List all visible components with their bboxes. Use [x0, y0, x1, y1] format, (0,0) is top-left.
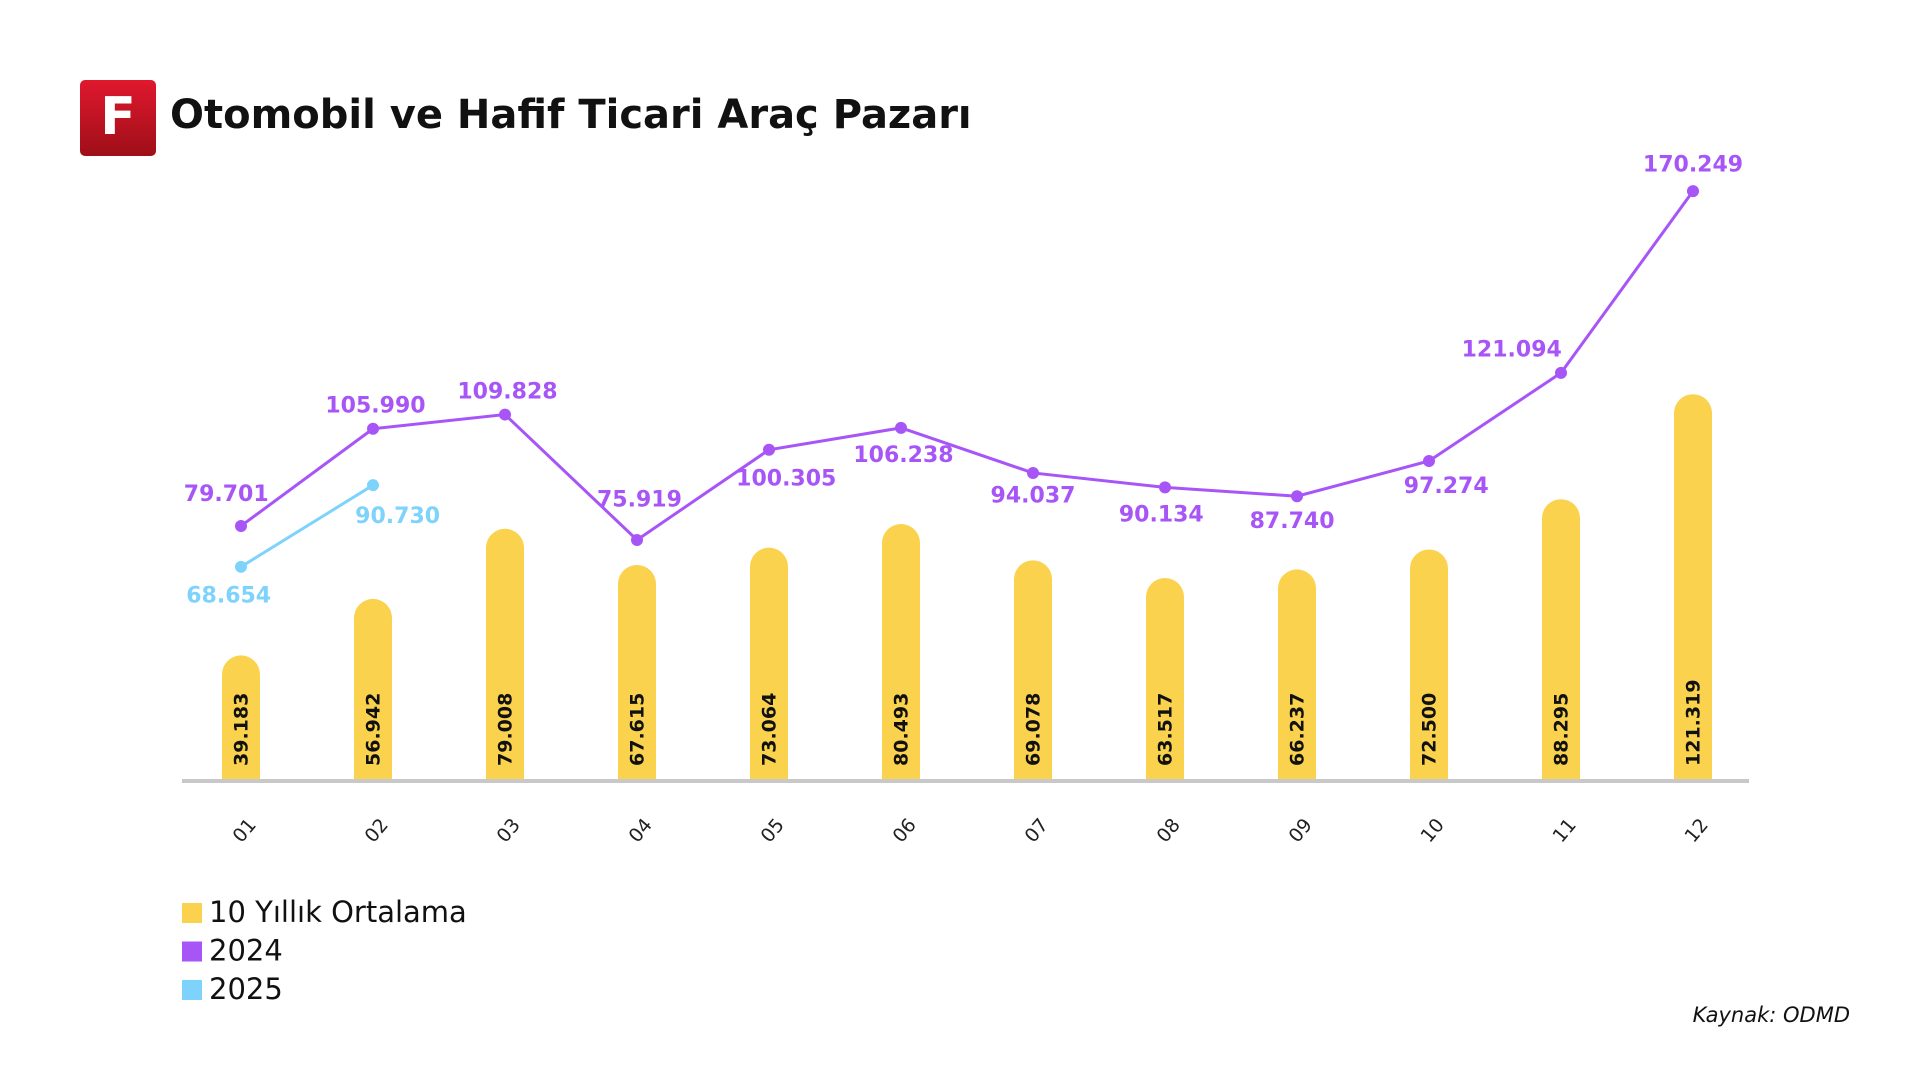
x-tick-label: 05	[756, 814, 788, 847]
x-tick-label: 10	[1416, 814, 1448, 847]
line-value-label: 90.134	[1119, 503, 1204, 528]
line	[240, 190, 1695, 542]
bar	[1278, 569, 1316, 780]
line-point	[1159, 481, 1171, 494]
line-point	[367, 479, 379, 492]
line-value-label: 105.990	[325, 394, 425, 419]
bar-value-label: 79.008	[495, 693, 517, 766]
line-point	[631, 533, 643, 546]
line-value-label: 87.740	[1250, 509, 1335, 534]
line-point	[235, 519, 247, 532]
bar-value-label: 39.183	[231, 693, 253, 766]
bar	[618, 564, 656, 780]
chart-title: Otomobil ve Hafif Ticari Araç Pazarı	[170, 92, 972, 138]
line-point	[235, 560, 247, 573]
line-point	[1555, 366, 1567, 379]
bar-value-label: 63.517	[1155, 693, 1177, 766]
x-tick-label: 09	[1284, 814, 1316, 847]
line-value-label: 100.305	[736, 466, 836, 491]
line-value-label: 68.654	[186, 583, 271, 608]
line-value-label: 90.730	[355, 504, 440, 529]
legend-swatch	[182, 903, 202, 923]
bar	[1410, 549, 1448, 780]
line-point	[1291, 490, 1303, 503]
x-tick-label: 02	[360, 814, 392, 847]
bar	[486, 528, 524, 780]
legend-label: 2025	[209, 972, 283, 1006]
bar-value-label: 69.078	[1023, 693, 1045, 766]
bar	[1146, 578, 1184, 780]
bar-value-label: 56.942	[363, 693, 385, 766]
x-tick-label: 03	[492, 814, 524, 847]
x-tick-label: 11	[1548, 814, 1580, 847]
legend-swatch	[182, 941, 202, 962]
x-tick-label: 01	[228, 814, 260, 847]
bar-value-label: 66.237	[1287, 693, 1309, 766]
line-value-label: 79.701	[184, 482, 269, 507]
legend-label: 10 Yıllık Ortalama	[209, 895, 467, 929]
x-tick-label: 12	[1680, 814, 1712, 847]
line-point	[1423, 454, 1435, 467]
logo-text: F	[100, 87, 136, 147]
x-tick-label: 04	[624, 814, 656, 847]
bar	[750, 547, 788, 780]
bar	[1014, 560, 1052, 780]
line-point	[1687, 185, 1699, 198]
x-tick-label: 06	[888, 814, 920, 847]
line-point	[1027, 466, 1039, 479]
line-value-label: 170.249	[1643, 152, 1743, 177]
x-tick-label: 07	[1020, 814, 1052, 847]
bar-value-label: 72.500	[1419, 693, 1441, 766]
bar	[1542, 499, 1580, 780]
bar-value-label: 67.615	[627, 693, 649, 766]
legend-swatch	[182, 980, 202, 1000]
line-point	[763, 443, 775, 456]
line-point	[895, 421, 907, 434]
bar	[882, 524, 920, 780]
line-point	[367, 422, 379, 435]
bar-value-label: 121.319	[1683, 679, 1705, 766]
bar-value-label: 80.493	[891, 693, 913, 766]
line-value-label: 121.094	[1462, 338, 1562, 363]
bar	[1674, 394, 1712, 780]
bar-value-label: 73.064	[759, 693, 781, 766]
line-value-label: 109.828	[457, 379, 557, 404]
line-value-label: 94.037	[991, 483, 1076, 508]
line	[240, 483, 374, 569]
line-point	[499, 408, 511, 421]
x-tick-label: 08	[1152, 814, 1184, 847]
logo	[80, 80, 156, 156]
line-value-label: 75.919	[597, 488, 682, 513]
bar	[222, 655, 260, 780]
bar	[354, 598, 392, 780]
legend-label: 2024	[209, 934, 283, 968]
bar-value-label: 88.295	[1551, 693, 1573, 766]
source: Kaynak: ODMD	[1693, 1003, 1850, 1027]
line-value-label: 106.238	[853, 443, 953, 468]
line-value-label: 97.274	[1404, 474, 1489, 499]
